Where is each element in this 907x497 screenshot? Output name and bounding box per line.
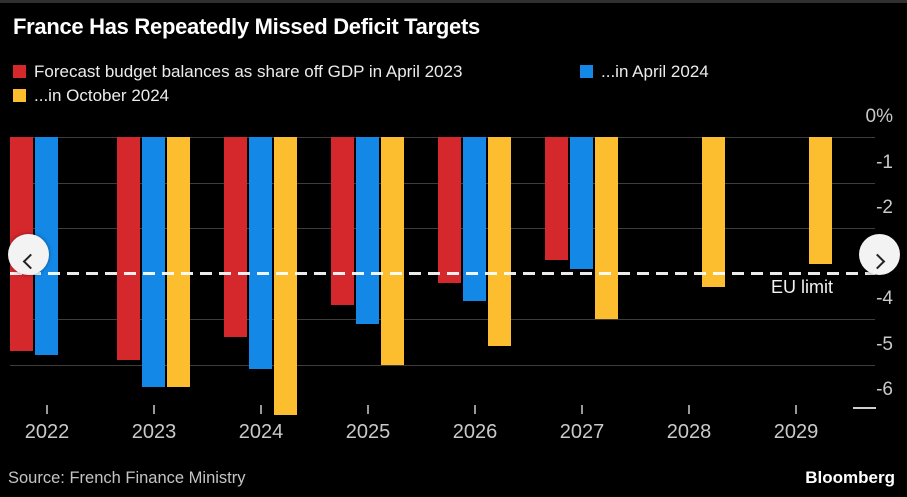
legend-label: ...in October 2024 <box>34 86 170 105</box>
bar-2025-series0 <box>331 137 354 306</box>
y-axis-end-cap <box>853 407 876 409</box>
y-axis-label: 0% <box>865 106 893 127</box>
legend-label: ...in April 2024 <box>601 62 709 81</box>
x-axis-label-2028: 2028 <box>666 421 712 443</box>
bar-2027-series2 <box>595 137 618 319</box>
eu-limit-label: EU limit <box>771 277 833 297</box>
x-axis-tick <box>153 405 155 414</box>
bar-2024-series1 <box>249 137 272 370</box>
legend-item-october-2024: ...in October 2024 <box>13 86 169 106</box>
bar-2026-series2 <box>488 137 511 347</box>
carousel-prev-button[interactable] <box>8 234 49 275</box>
y-axis-label: -6 <box>876 379 893 400</box>
chevron-left-icon <box>22 253 39 270</box>
bar-2027-series1 <box>570 137 593 269</box>
x-axis-tick <box>46 405 48 414</box>
chevron-right-icon <box>869 253 886 270</box>
x-axis-tick <box>795 405 797 414</box>
gridline <box>10 319 875 320</box>
y-axis-label: -4 <box>876 288 893 309</box>
x-axis-label-2022: 2022 <box>24 421 70 443</box>
bar-2023-series2 <box>167 137 190 388</box>
bar-2025-series2 <box>381 137 404 365</box>
x-axis-tick <box>474 405 476 414</box>
bar-2028-series2 <box>702 137 725 288</box>
legend-swatch-blue <box>580 65 593 78</box>
legend-item-april-2023: Forecast budget balances as share off GD… <box>13 62 462 82</box>
page-title: France Has Repeatedly Missed Deficit Tar… <box>13 14 480 39</box>
bar-2025-series1 <box>356 137 379 324</box>
eu-limit-dashed-line <box>10 272 875 275</box>
top-divider <box>0 0 907 3</box>
bar-2023-series1 <box>142 137 165 388</box>
bar-2027-series0 <box>545 137 568 260</box>
legend-item-april-2024: ...in April 2024 <box>580 62 709 82</box>
carousel-next-button[interactable] <box>859 234 900 275</box>
x-axis-tick <box>688 405 690 414</box>
x-axis-label-2026: 2026 <box>452 421 498 443</box>
bar-2026-series0 <box>438 137 461 283</box>
x-axis-tick <box>581 405 583 414</box>
x-axis-label-2023: 2023 <box>131 421 177 443</box>
x-axis-label-2027: 2027 <box>559 421 605 443</box>
x-axis-tick <box>367 405 369 414</box>
x-axis-label-2024: 2024 <box>238 421 284 443</box>
y-axis-label: -2 <box>876 197 893 218</box>
legend-label: Forecast budget balances as share off GD… <box>34 62 463 81</box>
bar-2024-series2 <box>274 137 297 415</box>
legend-swatch-yellow <box>13 89 26 102</box>
y-axis-label: -1 <box>876 151 893 173</box>
x-axis-tick <box>260 405 262 414</box>
bar-2029-series2 <box>809 137 832 265</box>
legend-swatch-red <box>13 65 26 78</box>
x-axis-label-2029: 2029 <box>773 421 819 443</box>
bar-2026-series1 <box>463 137 486 301</box>
source-attribution: Source: French Finance Ministry <box>8 469 246 487</box>
y-axis-label: -5 <box>876 333 893 355</box>
x-axis-label-2025: 2025 <box>345 421 391 443</box>
bloomberg-logo: Bloomberg <box>805 468 895 487</box>
gridline <box>10 364 875 366</box>
bar-2023-series0 <box>117 137 140 360</box>
bar-2024-series0 <box>224 137 247 338</box>
